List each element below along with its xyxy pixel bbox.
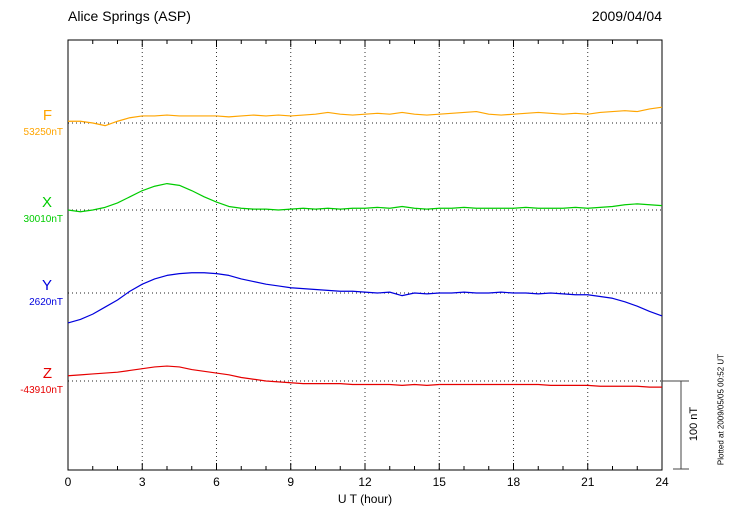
x-tick-label: 18 bbox=[507, 475, 521, 489]
series-baseline-value-Y: 2620nT bbox=[29, 297, 63, 308]
x-tick-label: 6 bbox=[213, 475, 220, 489]
x-tick-label: 12 bbox=[358, 475, 372, 489]
series-baseline-value-F: 53250nT bbox=[24, 127, 63, 138]
plotted-at-note: Plotted at 2009/05/05 00:52 UT bbox=[716, 353, 726, 466]
series-letter-X: X bbox=[42, 194, 52, 211]
series-letter-F: F bbox=[43, 107, 52, 124]
station-title: Alice Springs (ASP) bbox=[68, 8, 191, 24]
trace-X bbox=[67, 183, 663, 213]
scale-bar-label: 100 nT bbox=[688, 406, 700, 442]
date-label: 2009/04/04 bbox=[591, 8, 662, 24]
x-axis-label: U T (hour) bbox=[337, 492, 393, 506]
series-baseline-value-Z: -43910nT bbox=[20, 385, 63, 396]
x-tick-label: 9 bbox=[287, 475, 294, 489]
x-tick-label: 15 bbox=[433, 475, 447, 489]
trace-F bbox=[68, 106, 663, 127]
series-letter-Z: Z bbox=[43, 365, 52, 382]
series-baseline-value-X: 30010nT bbox=[24, 214, 63, 225]
x-tick-label: 21 bbox=[581, 475, 595, 489]
x-tick-label: 24 bbox=[655, 475, 669, 489]
trace-Y bbox=[67, 272, 663, 324]
x-tick-label: 3 bbox=[139, 475, 146, 489]
x-tick-label: 0 bbox=[65, 475, 72, 489]
trace-Z bbox=[67, 365, 662, 388]
series-letter-Y: Y bbox=[42, 277, 52, 294]
